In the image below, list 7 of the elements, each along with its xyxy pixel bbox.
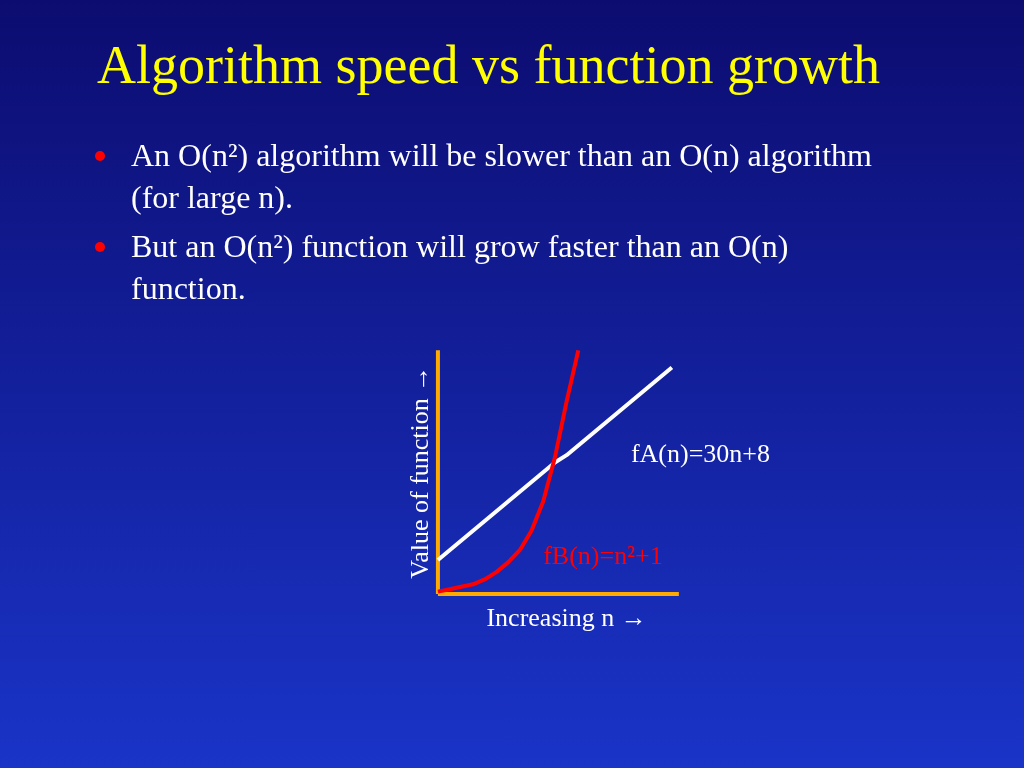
chart-title: Algorithm speed vs function growth [97, 34, 880, 97]
series-label: fA(n)=30n+8 [630, 439, 770, 469]
text: An O(n²) algorithm will be slower than an O(n) algorithm (for large n). [130, 136, 873, 217]
y-axis-title: Value of function → [404, 365, 434, 579]
x-axis-title: Increasing n → [486, 602, 647, 632]
text: But an O(n²) function will grow faster than an O(n) function. [130, 227, 790, 308]
series-label: fB(n)=n²+1 [543, 540, 663, 570]
